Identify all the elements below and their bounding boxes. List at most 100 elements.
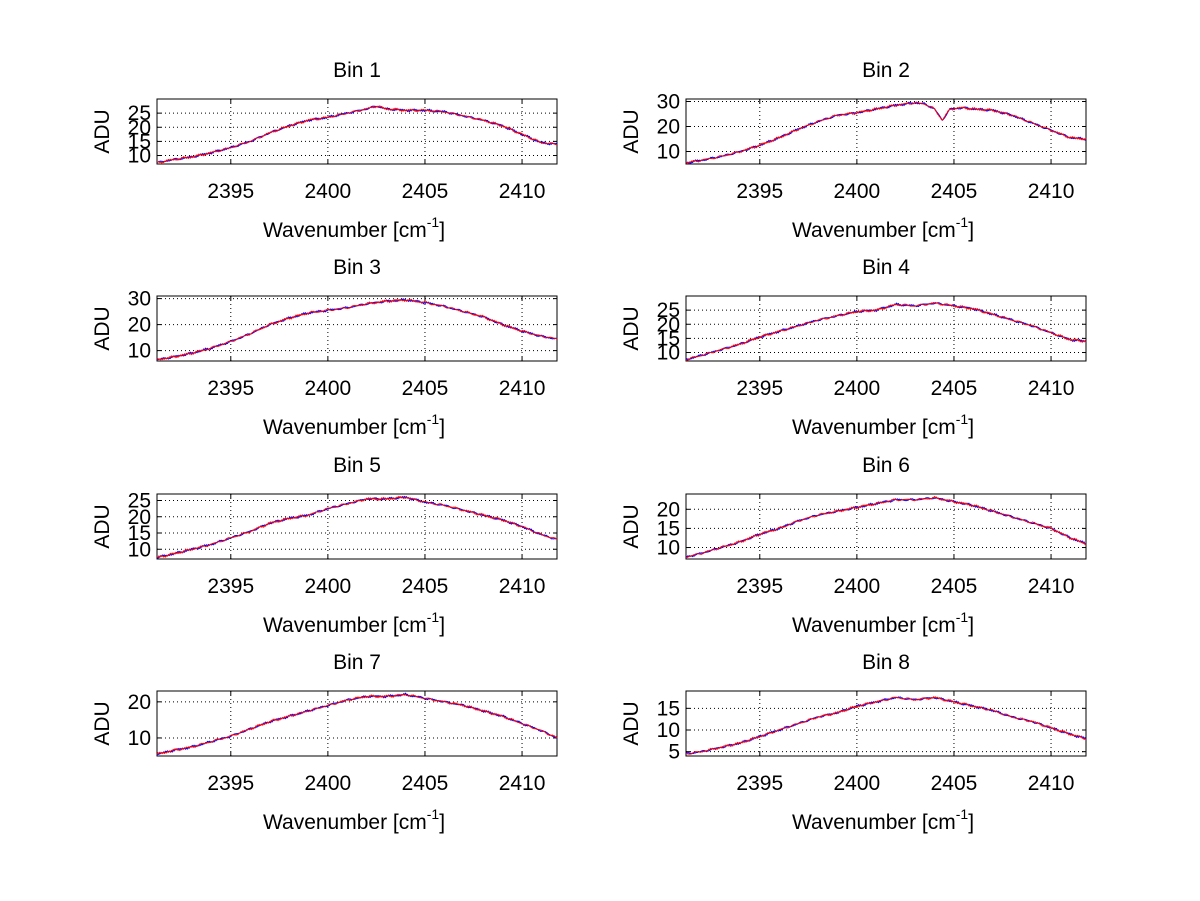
y-axis-label: ADU [620,306,643,350]
y-tick-label: 20 [657,498,680,521]
y-tick-label: 10 [657,719,680,742]
subplot-bin-3: Bin 3 2395 2400 2405 2410 10 20 30 Wavenumber [c… [91,256,558,439]
y-axis-label: ADU [91,306,114,350]
x-tick-label: 2400 [834,575,881,598]
subplot-title: Bin 3 [333,256,381,279]
x-tick-label: 2400 [305,377,352,400]
x-tick-label: 2400 [305,772,352,795]
x-tick-label: 2410 [499,772,546,795]
y-axis-label: ADU [91,504,114,548]
y-tick-label: 15 [657,327,680,350]
spectrum-line-red [156,298,558,361]
y-tick-label: 25 [657,299,680,322]
subplot-title: Bin 8 [862,651,910,674]
x-tick-label: 2405 [402,377,449,400]
x-tick-label: 2400 [834,180,881,203]
y-tick-label: 15 [128,130,151,153]
x-axis-label-superscript: -1 [956,411,969,427]
x-axis-label-tail: ] [439,416,445,439]
y-tick-label: 25 [128,490,151,513]
x-axis-label: Wavenumber [cm-1] [792,411,974,439]
y-tick-label: 25 [128,102,151,125]
y-tick-label: 10 [128,538,151,561]
x-tick-label: 2410 [499,377,546,400]
axes-box [685,295,1087,362]
x-axis-label-superscript: -1 [427,609,440,625]
x-axis-label-superscript: -1 [427,411,440,427]
x-tick-label: 2410 [1028,180,1075,203]
y-tick-label: 5 [668,741,680,764]
x-axis-label-superscript: -1 [956,806,969,822]
spectrum-line-red [156,693,558,755]
x-axis-label-superscript: -1 [956,214,969,230]
axes-box [685,690,1087,757]
y-tick-label: 30 [657,91,680,114]
x-axis-label: Wavenumber [cm-1] [263,214,445,242]
spectrum-line-red [686,495,1087,559]
subplot-title: Bin 7 [333,651,381,674]
x-tick-label: 2405 [931,575,978,598]
y-tick-label: 30 [128,288,151,311]
x-tick-label: 2395 [207,575,254,598]
spectrum-line-red [156,105,558,164]
x-axis-label: Wavenumber [cm-1] [792,806,974,834]
spectrum-line-red [686,696,1087,755]
axes-box [685,98,1087,165]
x-axis-label-superscript: -1 [427,214,440,230]
x-axis-label-tail: ] [439,614,445,637]
axes-box [156,98,558,165]
y-axis-label: ADU [91,701,114,745]
y-tick-label: 20 [657,313,680,336]
x-axis-label-text: Wavenumber [cm [263,416,427,439]
x-axis-label-text: Wavenumber [cm [792,416,956,439]
x-axis-label: Wavenumber [cm-1] [263,609,445,637]
subplot-title: Bin 4 [862,256,910,279]
axes-box [156,690,558,757]
x-axis-label: Wavenumber [cm-1] [792,609,974,637]
y-axis-label: ADU [620,109,643,153]
x-tick-label: 2400 [834,772,881,795]
x-axis-label-tail: ] [968,614,974,637]
x-axis-label-text: Wavenumber [cm [792,614,956,637]
x-tick-label: 2410 [1028,772,1075,795]
y-tick-label: 10 [657,537,680,560]
x-tick-label: 2405 [402,772,449,795]
x-axis-label-tail: ] [968,811,974,834]
x-axis-label-text: Wavenumber [cm [792,811,956,834]
x-tick-label: 2400 [305,575,352,598]
y-tick-label: 10 [657,342,680,365]
x-axis-label-tail: ] [439,811,445,834]
y-tick-label: 20 [128,314,151,337]
x-tick-label: 2395 [736,377,783,400]
spectrum-line-red [685,301,1087,361]
x-axis-label-text: Wavenumber [cm [263,811,427,834]
x-axis-label: Wavenumber [cm-1] [263,411,445,439]
x-tick-label: 2395 [736,575,783,598]
x-axis-label: Wavenumber [cm-1] [792,214,974,242]
y-tick-label: 20 [128,691,151,714]
spectrum-line-red [685,101,1087,164]
x-tick-label: 2400 [834,377,881,400]
subplot-title: Bin 5 [333,454,381,477]
x-axis-label-superscript: -1 [427,806,440,822]
x-axis-label-tail: ] [439,219,445,242]
y-axis-label: ADU [91,109,114,153]
x-tick-label: 2410 [1028,377,1075,400]
x-tick-label: 2410 [499,575,546,598]
y-axis-label: ADU [620,504,643,548]
x-tick-label: 2400 [305,180,352,203]
x-tick-label: 2405 [931,772,978,795]
y-axis-label: ADU [620,701,643,745]
x-axis-label: Wavenumber [cm-1] [263,806,445,834]
axes-box [685,493,1087,560]
x-tick-label: 2395 [207,377,254,400]
y-tick-label: 10 [657,141,680,164]
spectrum-line-blue [685,696,1087,755]
subplot-bin-7: Bin 7 2395 2400 2405 2410 10 20 Wavenumber [cm-… [91,651,558,834]
x-tick-label: 2405 [402,575,449,598]
